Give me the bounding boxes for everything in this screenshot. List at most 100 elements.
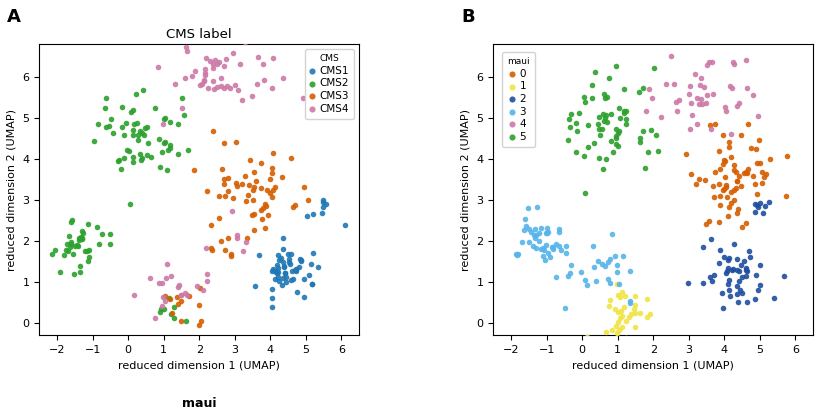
3 [511,250,524,257]
CMS4 [198,65,211,72]
2 [729,267,742,273]
CMS1 [304,261,317,267]
3 [528,245,541,252]
3 [623,298,636,305]
CMS4 [179,43,192,50]
CMS2 [82,221,95,227]
1 [608,306,621,312]
2 [743,254,756,261]
5 [609,63,622,69]
4 [690,95,703,102]
0 [779,193,792,200]
2 [726,266,739,272]
4 [690,121,703,127]
CMS2 [111,158,124,165]
CMS1 [316,197,329,204]
CMS1 [252,252,265,258]
CMS1 [293,256,306,263]
3 [549,274,562,280]
CMS2 [71,243,84,249]
CMS1 [292,263,305,270]
CMS4 [175,104,188,111]
2 [735,290,748,296]
0 [713,166,726,172]
3 [558,305,571,312]
CMS2 [88,137,101,144]
CMS4 [159,275,172,281]
0 [713,202,726,208]
CMS2 [163,119,176,125]
5 [581,121,594,128]
CMS2 [138,132,151,138]
5 [617,110,630,117]
CMS4 [156,280,169,287]
1 [615,289,628,296]
2 [722,255,735,262]
CMS3 [242,182,256,188]
1 [611,308,624,315]
3 [616,253,629,259]
0 [712,181,725,188]
CMS4 [206,77,219,84]
3 [605,231,618,237]
3 [563,269,576,276]
CMS2 [137,86,150,93]
1 [618,334,631,341]
1 [613,307,627,314]
CMS3 [158,293,171,299]
CMS4 [148,315,161,321]
1 [633,310,646,316]
CMS2 [115,103,129,110]
5 [578,98,591,105]
CMS2 [158,139,171,145]
2 [732,287,745,294]
CMS1 [276,235,289,241]
CMS3 [174,317,188,324]
CMS1 [276,275,289,281]
CMS2 [120,120,133,126]
CMS1 [271,264,284,271]
0 [726,162,740,169]
CMS1 [266,266,279,272]
CMS3 [241,191,254,198]
CMS3 [192,301,205,308]
CMS4 [151,64,164,71]
CMS4 [190,283,203,289]
1 [614,324,627,330]
5 [649,132,662,139]
3 [586,263,600,270]
CMS4 [179,48,192,55]
2 [707,271,720,278]
CMS1 [305,281,319,287]
0 [712,148,725,155]
0 [756,174,769,181]
3 [538,257,551,264]
5 [619,121,632,127]
CMS3 [221,175,234,181]
3 [539,241,552,248]
3 [523,239,536,245]
CMS3 [217,139,230,146]
1 [613,294,627,301]
CMS2 [104,240,117,247]
5 [564,110,577,117]
CMS1 [274,255,287,262]
CMS2 [72,237,85,244]
2 [715,305,728,311]
CMS3 [218,193,231,199]
3 [532,230,545,237]
1 [640,296,653,303]
CMS3 [269,183,282,190]
CMS1 [285,268,298,274]
0 [727,197,740,203]
CMS2 [177,111,190,118]
CMS2 [60,247,73,253]
CMS2 [126,159,139,166]
CMS3 [243,157,256,164]
CMS4 [212,59,225,65]
CMS3 [217,175,230,182]
CMS4 [236,248,249,255]
CMS3 [264,190,277,196]
CMS4 [256,61,269,67]
0 [721,213,734,219]
